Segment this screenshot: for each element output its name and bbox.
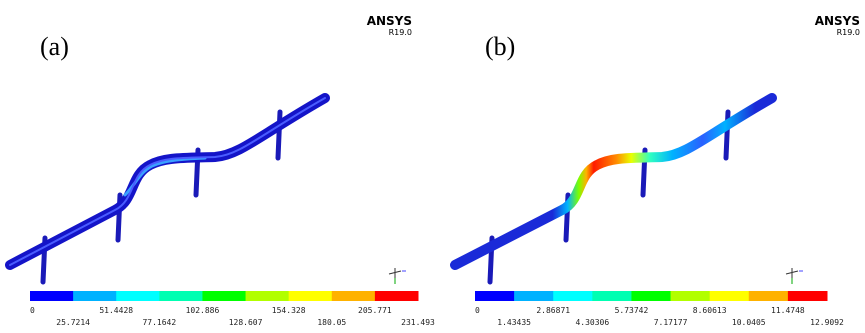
- colorbar-label: 231.493: [401, 318, 435, 327]
- colorbar-label: 77.1642: [142, 318, 176, 327]
- colorbar-label: 205.771: [358, 306, 392, 315]
- colorbar-label: 1.43435: [497, 318, 531, 327]
- colorbar-segment: [710, 291, 750, 301]
- colorbar-label: 154.328: [272, 306, 306, 315]
- colorbar-label: 2.86871: [536, 306, 570, 315]
- colorbar-label: 102.886: [186, 306, 220, 315]
- colorbar-segment: [749, 291, 789, 301]
- colorbar-label: 12.9092: [810, 318, 844, 327]
- colorbar-segment: [332, 291, 376, 301]
- colorbar-segment: [73, 291, 117, 301]
- colorbar-segment: [202, 291, 246, 301]
- colorbar-label: 180.05: [317, 318, 346, 327]
- model: [455, 98, 772, 282]
- colorbar-segment: [553, 291, 593, 301]
- brand: ANSYS: [815, 14, 860, 28]
- colorbar-label: 128.607: [229, 318, 263, 327]
- colorbar-label: 0: [475, 306, 480, 315]
- panel-label: (b): [485, 32, 515, 61]
- colorbar-label: 11.4748: [771, 306, 805, 315]
- colorbar-segment: [246, 291, 290, 301]
- colorbar-segment: [289, 291, 333, 301]
- colorbar-label: 8.60613: [693, 306, 727, 315]
- colorbar-label: 51.4428: [99, 306, 133, 315]
- colorbar-segment: [631, 291, 671, 301]
- colorbar-label: 10.0405: [732, 318, 766, 327]
- figure: (a) ANSYS R19.0 (b) ANSYS R19.0: [0, 0, 865, 333]
- model: [10, 98, 325, 282]
- colorbar-label: 4.30306: [575, 318, 609, 327]
- colorbar-segment: [788, 291, 828, 301]
- colorbar-label: 5.73742: [615, 306, 649, 315]
- version: R19.0: [389, 28, 412, 37]
- colorbars: 0 51.4428 102.886 154.328 205.771 25.7214 77.1…: [30, 291, 844, 327]
- panel-b: (b) ANSYS R19.0: [455, 14, 860, 282]
- brand: ANSYS: [367, 14, 412, 28]
- panel-label: (a): [40, 32, 69, 61]
- panel-a: (a) ANSYS R19.0: [10, 14, 412, 282]
- colorbar-label: 7.17177: [654, 318, 688, 327]
- colorbar-segment: [671, 291, 711, 301]
- colorbar-label: 25.7214: [56, 318, 90, 327]
- colorbar-segment: [592, 291, 632, 301]
- axis-triad: [389, 268, 803, 284]
- version: R19.0: [837, 28, 860, 37]
- colorbar-segment: [514, 291, 554, 301]
- colorbar-segment: [375, 291, 419, 301]
- colorbar-segment: [159, 291, 203, 301]
- colorbar-segment: [30, 291, 74, 301]
- colorbar-label: 0: [30, 306, 35, 315]
- colorbar-segment: [116, 291, 160, 301]
- colorbar-segment: [475, 291, 515, 301]
